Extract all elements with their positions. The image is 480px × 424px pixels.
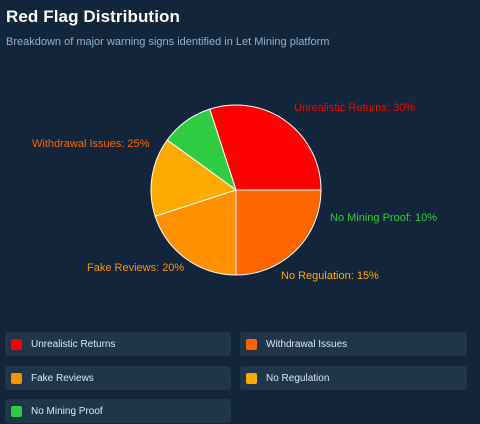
legend-swatch bbox=[11, 405, 22, 417]
pie-slices bbox=[150, 104, 322, 276]
chart-title: Red Flag Distribution bbox=[6, 7, 180, 26]
legend-label: Unrealistic Returns bbox=[31, 338, 116, 350]
legend-item-no-regulation[interactable]: No Regulation bbox=[240, 366, 467, 390]
legend-swatch bbox=[11, 338, 22, 350]
legend-item-unrealistic-returns[interactable]: Unrealistic Returns bbox=[5, 332, 231, 356]
pie-slice-unrealistic-returns[interactable] bbox=[209, 104, 322, 191]
legend-item-fake-reviews[interactable]: Fake Reviews bbox=[5, 366, 231, 390]
slice-label-no-mining-proof: No Mining Proof: 10% bbox=[330, 212, 437, 224]
pie-chart: Unrealistic Returns: 30% No Mining Proof:… bbox=[32, 102, 437, 282]
pie-slice-withdrawal-issues[interactable] bbox=[235, 189, 322, 276]
pie-slice-no-regulation[interactable] bbox=[150, 139, 238, 217]
legend-swatch bbox=[246, 372, 257, 384]
chart-subtitle: Breakdown of major warning signs identif… bbox=[6, 36, 330, 48]
slice-label-withdrawal-issues: Withdrawal Issues: 25% bbox=[32, 138, 150, 150]
legend-label: No Regulation bbox=[266, 372, 330, 384]
slice-label-no-regulation: No Regulation: 15% bbox=[281, 270, 379, 282]
legend-swatch bbox=[246, 338, 257, 350]
legend-label: No Mining Proof bbox=[31, 405, 103, 417]
legend-label: Withdrawal Issues bbox=[266, 338, 348, 350]
legend-swatch bbox=[11, 372, 22, 384]
pie-labels: Unrealistic Returns: 30% No Mining Proof:… bbox=[32, 102, 437, 282]
legend-item-no-mining-proof[interactable]: No Mining Proof bbox=[5, 399, 231, 423]
legend-label: Fake Reviews bbox=[31, 372, 94, 384]
legend-item-withdrawal-issues[interactable]: Withdrawal Issues bbox=[240, 332, 467, 356]
slice-label-unrealistic-returns: Unrealistic Returns: 30% bbox=[294, 102, 415, 114]
slice-label-fake-reviews: Fake Reviews: 20% bbox=[87, 262, 184, 274]
pie-slice-fake-reviews[interactable] bbox=[154, 189, 237, 276]
